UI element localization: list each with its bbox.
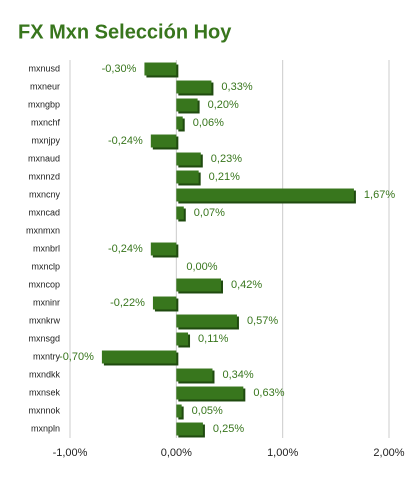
y-tick-label: mxnaud: [28, 153, 60, 163]
bar: [176, 206, 184, 220]
y-tick-label: mxnusd: [28, 63, 60, 73]
value-label: -0,70%: [59, 351, 94, 363]
y-tick-label: mxnkrw: [29, 315, 60, 325]
value-label: -0,24%: [108, 135, 143, 147]
y-tick-label: mxnpln: [31, 423, 60, 433]
x-tick-label: -1,00%: [53, 447, 88, 459]
value-label: 0,25%: [213, 423, 244, 435]
x-tick-label: 2,00%: [373, 447, 404, 459]
y-tick-label: mxnjpy: [31, 135, 60, 145]
value-label: 0,11%: [198, 333, 229, 345]
bar: [176, 368, 213, 382]
value-label: 0,06%: [193, 117, 224, 129]
bar: [101, 350, 177, 364]
value-label: 0,21%: [209, 171, 240, 183]
bar: [176, 98, 198, 112]
bar: [150, 134, 177, 148]
y-tick-label: mxncad: [28, 207, 60, 217]
bar: [176, 404, 182, 418]
value-label: 0,63%: [253, 387, 284, 399]
y-tick-label: mxnclp: [31, 261, 60, 271]
value-label: 0,00%: [186, 261, 217, 273]
y-tick-label: mxnsgd: [28, 333, 60, 343]
y-tick-label: mxnbrl: [33, 243, 60, 253]
value-label: -0,22%: [110, 297, 145, 309]
y-tick-label: mxncny: [29, 189, 61, 199]
value-label: 0,42%: [231, 279, 262, 291]
y-tick-label: mxndkk: [29, 369, 61, 379]
value-label: 0,33%: [221, 81, 252, 93]
y-tick-label: mxnnok: [28, 405, 60, 415]
value-label: 0,07%: [194, 207, 225, 219]
y-tick-label: mxneur: [30, 81, 60, 91]
x-tick-label: 0,00%: [161, 447, 192, 459]
bar: [176, 422, 203, 436]
bar: [176, 332, 189, 346]
value-label: 0,34%: [222, 369, 253, 381]
y-tick-label: mxntry: [33, 351, 61, 361]
x-tick-label: 1,00%: [267, 447, 298, 459]
bar: [144, 62, 177, 76]
bar: [176, 188, 354, 202]
value-label: -0,24%: [108, 243, 143, 255]
value-label: 0,05%: [192, 405, 223, 417]
bar: [176, 116, 183, 130]
bar: [176, 170, 199, 184]
y-tick-label: mxnchf: [31, 117, 61, 127]
y-tick-label: mxnsek: [29, 387, 61, 397]
bar: [152, 296, 177, 310]
value-label: 0,23%: [211, 153, 242, 165]
bar: [150, 242, 177, 256]
value-label: -0,30%: [102, 63, 137, 75]
chart-title: FX Mxn Selección Hoy: [18, 21, 232, 43]
value-label: 0,20%: [208, 99, 239, 111]
y-tick-label: mxnnzd: [28, 171, 60, 181]
bar: [176, 314, 237, 328]
y-tick-label: mxngbp: [28, 99, 60, 109]
value-label: 1,67%: [364, 189, 395, 201]
bar: [176, 80, 212, 94]
y-tick-label: mxncop: [28, 279, 60, 289]
bar: [176, 386, 244, 400]
y-tick-label: mxninr: [33, 297, 60, 307]
value-label: 0,57%: [247, 315, 278, 327]
bar: [176, 152, 201, 166]
y-tick-label: mxnmxn: [26, 225, 60, 235]
bar: [176, 278, 221, 292]
